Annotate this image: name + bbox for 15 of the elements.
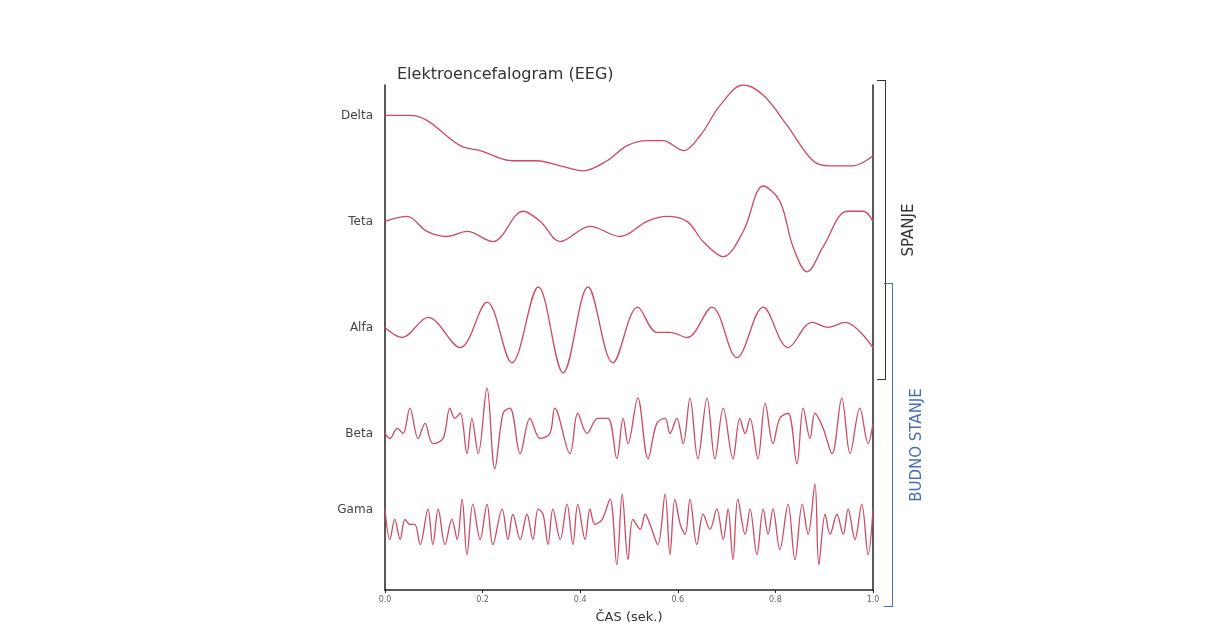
text: BUDNO STANJE — [907, 388, 925, 502]
x-tick-label: 0.2 — [476, 594, 489, 604]
x-tick-label: 0.6 — [671, 594, 685, 604]
series-label: Teta — [347, 214, 373, 229]
x-tick-label: 0.8 — [769, 594, 782, 604]
series-label: Delta — [340, 108, 373, 123]
chart-title: Elektroencefalogram (EEG) — [397, 63, 614, 83]
x-tick-label: 0.0 — [378, 594, 392, 604]
series-label: Alfa — [349, 320, 373, 335]
text: SPANJE — [899, 203, 917, 257]
series-label: Gama — [337, 502, 373, 517]
x-tick-label: 1.0 — [866, 594, 880, 604]
x-axis-title: ČAS (sek.) — [595, 609, 663, 624]
series-label: Beta — [345, 426, 373, 441]
x-tick-label: 0.4 — [573, 594, 587, 604]
